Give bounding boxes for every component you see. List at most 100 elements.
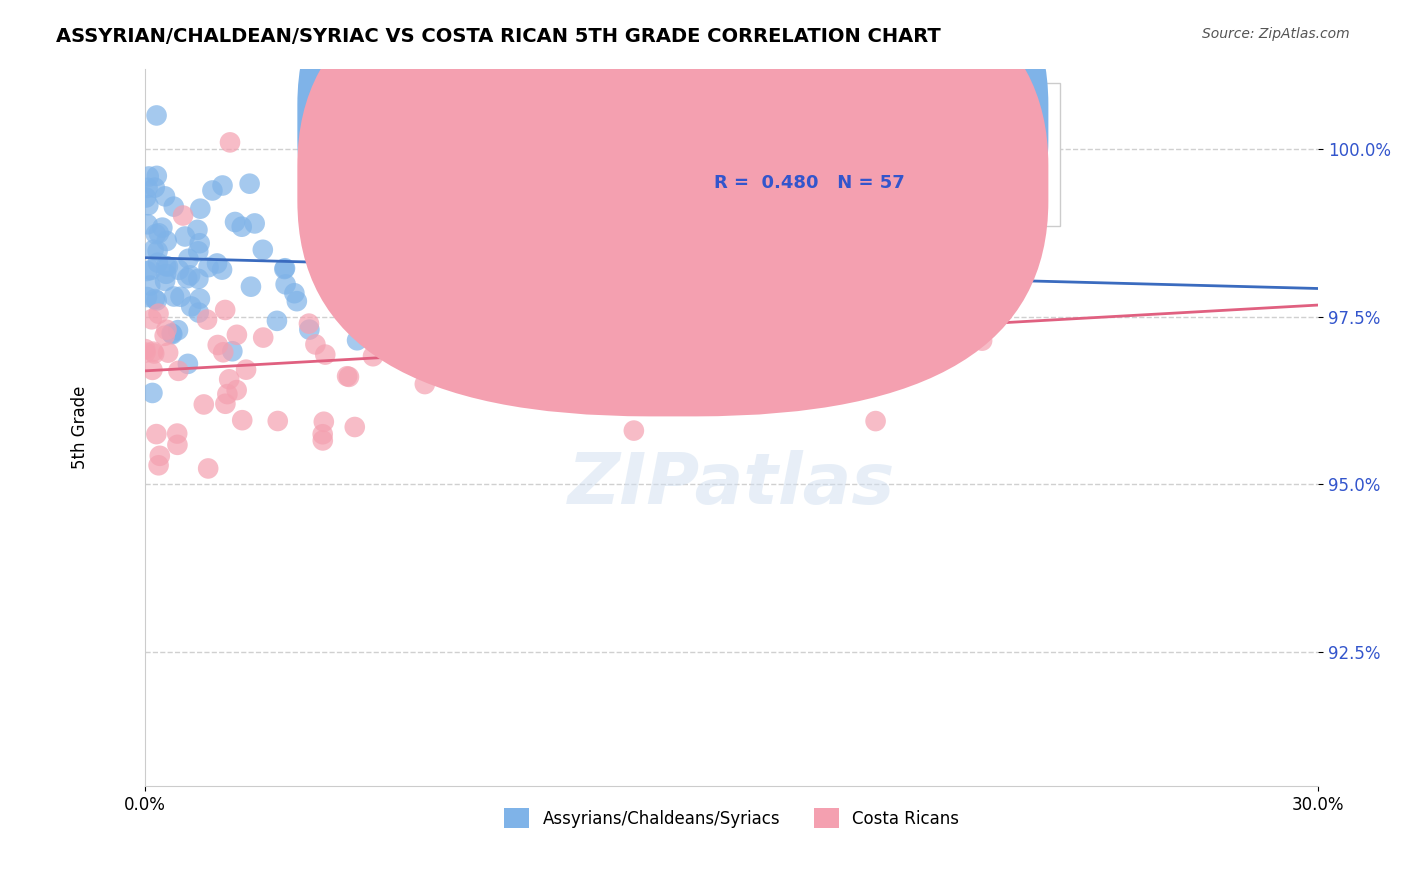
Point: [471, 254, 494, 268]
Point: [187, 244, 209, 259]
Point: [214, 397, 236, 411]
Point: [298, 317, 321, 331]
Point: [166, 426, 188, 441]
Point: [163, 200, 186, 214]
Point: [453, 282, 475, 296]
Point: [187, 272, 209, 286]
Point: [221, 344, 243, 359]
Point: [141, 312, 163, 326]
Point: [153, 189, 176, 203]
Point: [239, 279, 262, 293]
Point: [699, 277, 721, 291]
Point: [155, 323, 177, 337]
Point: [411, 307, 433, 321]
FancyBboxPatch shape: [297, 0, 1049, 355]
Point: [186, 223, 208, 237]
Point: [304, 337, 326, 351]
Point: [160, 326, 183, 341]
Point: [177, 357, 200, 371]
Point: [142, 243, 165, 257]
Point: [135, 190, 157, 204]
Point: [145, 227, 167, 241]
Point: [207, 338, 229, 352]
Point: [177, 252, 200, 266]
Text: R = -0.256   N = 81: R = -0.256 N = 81: [714, 110, 905, 128]
Point: [311, 208, 333, 222]
Point: [332, 286, 354, 301]
Point: [143, 346, 166, 360]
Point: [235, 362, 257, 376]
Point: [308, 257, 330, 271]
Text: Source: ZipAtlas.com: Source: ZipAtlas.com: [1202, 27, 1350, 41]
Point: [135, 264, 157, 278]
Point: [176, 271, 198, 285]
Point: [776, 305, 799, 319]
Point: [314, 348, 336, 362]
Point: [153, 274, 176, 288]
Point: [218, 372, 240, 386]
Point: [231, 413, 253, 427]
Point: [180, 300, 202, 314]
Point: [167, 263, 190, 277]
Point: [212, 345, 235, 359]
Point: [163, 289, 186, 303]
Point: [138, 169, 160, 184]
Point: [134, 342, 156, 356]
Point: [188, 202, 211, 216]
Point: [217, 387, 239, 401]
FancyBboxPatch shape: [297, 0, 1049, 417]
Point: [162, 327, 184, 342]
Point: [623, 424, 645, 438]
Point: [134, 345, 156, 359]
Point: [339, 227, 361, 242]
Text: ZIPatlas: ZIPatlas: [568, 450, 896, 519]
Point: [188, 292, 211, 306]
Point: [143, 180, 166, 194]
Point: [436, 209, 458, 223]
Point: [901, 342, 924, 356]
Point: [156, 234, 179, 248]
Point: [312, 434, 335, 448]
Point: [195, 312, 218, 326]
Point: [188, 236, 211, 251]
Point: [150, 220, 173, 235]
Point: [211, 178, 233, 193]
Point: [136, 290, 159, 304]
Point: [145, 427, 167, 442]
Point: [458, 268, 481, 283]
Point: [148, 227, 170, 241]
Point: [520, 221, 543, 235]
Point: [219, 136, 242, 150]
Point: [141, 386, 163, 401]
Point: [155, 267, 177, 281]
Point: [172, 209, 194, 223]
Point: [153, 328, 176, 343]
Point: [141, 363, 163, 377]
Point: [693, 179, 716, 194]
Point: [143, 292, 166, 306]
Point: [339, 271, 361, 285]
Point: [676, 308, 699, 322]
Point: [312, 415, 335, 429]
Point: [201, 184, 224, 198]
Point: [179, 268, 201, 283]
Point: [274, 277, 297, 292]
Point: [224, 215, 246, 229]
Point: [157, 345, 180, 359]
Point: [817, 303, 839, 318]
Point: [166, 438, 188, 452]
FancyBboxPatch shape: [626, 83, 1060, 227]
Point: [447, 244, 470, 258]
Point: [336, 369, 359, 384]
Point: [285, 294, 308, 309]
Point: [187, 305, 209, 319]
Point: [450, 278, 472, 293]
Point: [266, 314, 288, 328]
Point: [436, 192, 458, 206]
Point: [146, 244, 169, 258]
Point: [136, 181, 159, 195]
Text: R =  0.480   N = 57: R = 0.480 N = 57: [714, 174, 904, 193]
Point: [156, 260, 179, 274]
Point: [273, 262, 295, 277]
Point: [267, 414, 290, 428]
